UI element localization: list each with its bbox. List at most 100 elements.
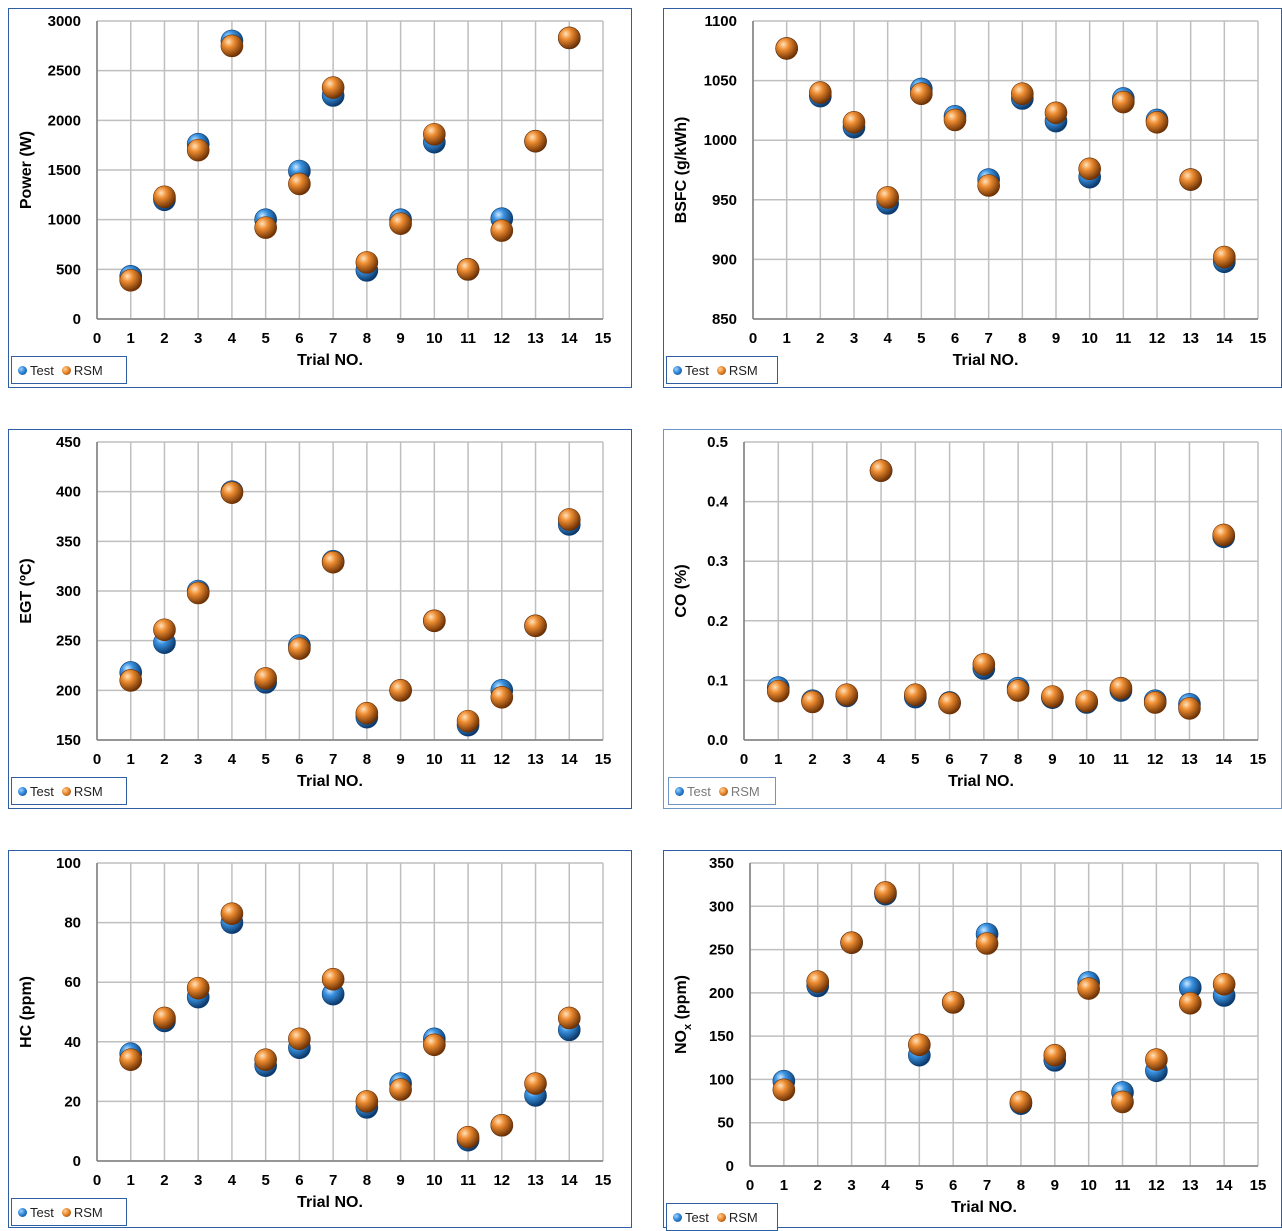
y-tick-label: 300: [709, 898, 734, 915]
x-tick-label: 1: [127, 751, 135, 768]
rsm-point: [119, 669, 143, 692]
legend-item-rsm: RSM: [716, 1209, 758, 1225]
legend-item-rsm: RSM: [61, 1204, 103, 1220]
x-tick-label: 12: [493, 330, 510, 347]
y-tick-label: 0.4: [707, 494, 729, 511]
rsm-point: [801, 690, 824, 714]
rsm-point: [456, 709, 480, 733]
rsm-point: [186, 138, 210, 162]
x-tick-label: 2: [808, 751, 816, 768]
x-axis-title: Trial NO.: [948, 773, 1014, 790]
rsm-point: [1006, 679, 1030, 702]
rsm-point: [842, 111, 866, 134]
legend-label-rsm: RSM: [73, 362, 103, 378]
power-chart-panel: 0 1 2 3 4 5 6 7 8 9 10 11 12 13 14 15 0 500 1000 1500 2000 25…: [8, 8, 632, 388]
rsm-point: [977, 174, 1000, 197]
rsm-point: [943, 108, 967, 132]
x-tick-label: 10: [426, 1172, 443, 1189]
test-marker-icon: [673, 365, 682, 375]
y-tick-label: 40: [64, 1034, 81, 1051]
x-tick-label: 6: [951, 330, 959, 347]
legend-label-rsm: RSM: [73, 1204, 103, 1220]
y-tick-label: 0: [73, 1153, 81, 1170]
rsm-point: [389, 1078, 412, 1101]
rsm-point: [972, 653, 996, 676]
test-marker-icon: [18, 1207, 27, 1217]
x-tick-label: 15: [595, 330, 612, 347]
x-tick-label: 13: [1182, 330, 1199, 347]
y-tick-label: 150: [56, 732, 81, 749]
rsm-point: [389, 212, 412, 235]
y-tick-label: 80: [64, 915, 81, 932]
x-axis-title: Trial NO.: [297, 352, 363, 369]
x-tick-label: 15: [1250, 1177, 1267, 1194]
y-tick-label: 0: [73, 311, 81, 328]
rsm-point: [524, 614, 547, 638]
rsm-point: [355, 701, 379, 725]
rsm-point: [1212, 523, 1236, 547]
rsm-marker-icon: [718, 786, 728, 796]
x-tick-label: 13: [1181, 751, 1198, 768]
rsm-point: [423, 1033, 446, 1057]
rsm-point: [456, 1125, 480, 1149]
x-tick-label: 6: [949, 1177, 957, 1194]
rsm-point: [321, 76, 345, 99]
rsm-point: [1212, 972, 1236, 996]
rsm-point: [809, 81, 832, 104]
legend-item-test: Test: [673, 363, 709, 378]
rsm-point: [456, 258, 480, 281]
x-tick-label: 3: [843, 751, 851, 768]
legend-label-test: Test: [30, 783, 54, 799]
y-axis-title: NOx (ppm): [673, 975, 694, 1054]
x-tick-label: 8: [1014, 751, 1022, 768]
x-tick-label: 12: [1149, 330, 1166, 347]
legend-label-test: Test: [687, 783, 711, 799]
legend-label-rsm: RSM: [728, 1209, 758, 1225]
y-tick-label: 1000: [704, 132, 737, 149]
x-tick-label: 1: [127, 330, 135, 347]
x-tick-label: 10: [1081, 330, 1098, 347]
y-tick-label: 0.0: [707, 732, 728, 749]
rsm-point: [1011, 82, 1034, 106]
bsfc-chart: 0 1 2 3 4 5 6 7 8 9 10 11 12 13 14 15850900950100010501…: [673, 13, 1266, 369]
y-tick-label: 1050: [704, 73, 737, 90]
x-tick-label: 0: [93, 330, 101, 347]
rsm-point: [557, 26, 581, 50]
x-tick-label: 14: [561, 330, 578, 347]
y-axis-title: Power (W): [18, 131, 35, 209]
x-tick-label: 13: [1182, 1177, 1199, 1194]
rsm-point: [910, 82, 933, 106]
legend-item-test: Test: [675, 784, 711, 799]
x-tick-label: 14: [561, 1172, 578, 1189]
x-tick-label: 8: [363, 1172, 371, 1189]
rsm-point: [775, 37, 798, 60]
legend-label-rsm: RSM: [73, 783, 103, 799]
y-tick-label: 1500: [48, 162, 81, 179]
rsm-point: [321, 967, 345, 991]
x-tick-label: 1: [127, 1172, 135, 1189]
rsm-point: [874, 881, 897, 904]
rsm-point: [904, 683, 927, 707]
x-tick-label: 0: [749, 330, 757, 347]
x-tick-label: 2: [160, 1172, 168, 1189]
rsm-point: [254, 667, 277, 690]
x-tick-label: 10: [1078, 751, 1095, 768]
rsm-marker-icon: [61, 1207, 71, 1217]
y-tick-label: 900: [712, 251, 737, 268]
bsfc-chart-panel: 0 1 2 3 4 5 6 7 8 9 10 11 12 13 14 15 850 900 950 1000 1050 1…: [663, 8, 1282, 388]
x-tick-label: 5: [261, 1172, 269, 1189]
y-tick-label: 0.2: [707, 613, 728, 630]
x-tick-label: 9: [396, 330, 404, 347]
x-tick-label: 11: [460, 751, 476, 768]
x-tick-label: 3: [194, 330, 202, 347]
x-tick-label: 11: [1115, 330, 1131, 347]
rsm-point: [938, 691, 961, 715]
power-chart: 0 1 2 3 4 5 6 7 8 9 10 11 12 13 14 15050010001500200025…: [18, 13, 612, 369]
rsm-point: [1178, 697, 1201, 720]
rsm-point: [772, 1078, 796, 1102]
legend-item-rsm: RSM: [61, 362, 103, 378]
rsm-point: [1213, 245, 1236, 269]
rsm-point: [423, 609, 446, 633]
x-tick-label: 5: [915, 1177, 923, 1194]
y-tick-label: 2000: [48, 112, 81, 129]
